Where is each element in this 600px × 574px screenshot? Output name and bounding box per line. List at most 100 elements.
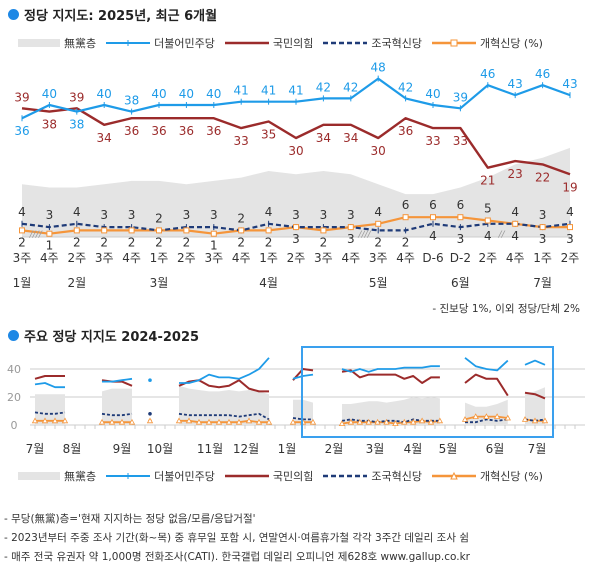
nonpartisan-area	[465, 399, 508, 425]
x-tick-label: 2주	[561, 251, 580, 265]
legend-rebuild: 조국혁신당	[371, 37, 422, 50]
y-tick-label: 20	[7, 391, 21, 404]
rebuild-line	[101, 412, 133, 417]
rebuild-data-label: 4	[484, 229, 492, 243]
reform-data-label: 2	[320, 235, 328, 249]
reform-point	[101, 227, 108, 234]
month-label: 7월	[533, 276, 552, 290]
reform-point	[430, 214, 436, 221]
month-label: 5월	[369, 276, 388, 290]
reform-point	[128, 418, 136, 425]
month-label: 3월	[150, 276, 169, 290]
reform-point	[410, 418, 417, 425]
rebuild-line	[178, 412, 270, 421]
reform-point	[73, 227, 80, 234]
rebuild-line	[34, 411, 66, 415]
rebuild-data-label: 2	[237, 211, 245, 225]
ppp-data-label: 38	[42, 118, 57, 132]
reform-point	[265, 227, 272, 234]
x-tick-label: D-6	[422, 251, 443, 265]
legend-bottom: 無黨층 더불어민주당 국민의힘 조국혁신당 개혁신당 (%)	[18, 468, 549, 484]
reform-data-label: 2	[100, 235, 108, 249]
reform-point	[457, 214, 464, 221]
legend-dp: 더불어민주당	[154, 470, 215, 483]
break-mark: ////	[29, 230, 43, 240]
ppp-line	[21, 107, 571, 176]
ppp-data-label: 35	[261, 128, 276, 142]
reform-point	[402, 214, 409, 221]
month-label: 3월	[366, 442, 385, 456]
reform-data-label: 3	[539, 232, 547, 246]
reform-point	[347, 418, 355, 425]
legend-nonpartisan: 無黨층	[64, 470, 97, 483]
x-tick-label: 2주	[67, 251, 86, 265]
reform-point	[427, 418, 435, 425]
reform-point	[541, 417, 549, 424]
month-label: 4월	[404, 442, 423, 456]
month-label: 2월	[67, 276, 86, 290]
ppp-data-label: 39	[14, 90, 29, 104]
reform-point	[245, 417, 253, 424]
x-tick-label: 1주	[150, 251, 169, 265]
ppp-data-label: 39	[69, 90, 84, 104]
x-tick-label: 4주	[232, 251, 251, 265]
reform-line-icon	[431, 39, 476, 47]
reform-point	[205, 418, 213, 425]
dp-line	[34, 382, 65, 389]
rebuild-data-label: 3	[347, 208, 355, 222]
month-label: 5월	[439, 442, 458, 456]
ppp-line	[34, 375, 65, 380]
month-label: 2월	[325, 442, 344, 456]
nonpartisan-swatch-icon	[18, 472, 60, 480]
dp-data-label: 41	[234, 84, 249, 98]
month-label: 1월	[13, 276, 32, 290]
footnote-2: - 2023년부터 주중 조사 기간(화~목) 중 휴무일 포함 시, 연말연시…	[4, 532, 470, 544]
reform-data-label: 1	[210, 239, 218, 253]
ppp-line	[524, 391, 546, 400]
rebuild-data-label: 4	[265, 205, 273, 219]
break-mark: ////	[357, 230, 371, 240]
ppp-data-label: 36	[206, 124, 221, 138]
x-tick-label: 1주	[259, 251, 278, 265]
rebuild-data-label: 2	[402, 235, 410, 249]
reform-point	[195, 418, 203, 425]
reform-line	[179, 419, 269, 424]
reform-point	[383, 418, 390, 425]
month-label: 10월	[147, 442, 173, 456]
reform-point	[128, 227, 135, 234]
x-tick-label: 2주	[287, 251, 306, 265]
y-tick-label: 40	[7, 363, 21, 376]
dp-point	[148, 378, 152, 383]
highlight-box	[301, 346, 554, 438]
rebuild-data-label: 3	[320, 208, 328, 222]
dp-data-label: 43	[562, 77, 577, 91]
legend-reform: 개혁신당 (%)	[479, 37, 543, 50]
reform-point	[356, 418, 363, 425]
bullet-dot-icon	[8, 9, 19, 20]
dp-line	[464, 357, 509, 372]
reform-point	[46, 230, 53, 237]
reform-data-label: 6	[429, 198, 437, 212]
reform-data-label: 3	[566, 232, 574, 246]
x-tick-label: 2주	[177, 251, 196, 265]
x-tick-label: 4주	[506, 251, 525, 265]
dp-line	[524, 359, 546, 366]
reform-point	[521, 416, 529, 422]
reform-point	[175, 417, 183, 424]
dp-data-label: 42	[316, 80, 331, 94]
nonpartisan-swatch-icon	[18, 39, 60, 47]
reform-point	[210, 230, 217, 237]
rebuild-data-label: 2	[155, 211, 163, 225]
reform-point	[108, 418, 116, 425]
footnote-3: - 매주 전국 유권자 약 1,000명 전화조사(CATI). 한국갤럽 데일…	[4, 551, 470, 563]
reform-line-icon	[431, 471, 476, 480]
reform-data-label: 3	[292, 232, 300, 246]
month-label: 6월	[486, 442, 505, 456]
dp-data-label: 39	[453, 90, 468, 104]
rebuild-data-label: 3	[457, 232, 465, 246]
rebuild-data-label: 2	[374, 235, 382, 249]
dp-data-label: 40	[206, 87, 221, 101]
reform-point	[118, 418, 126, 425]
legend-ppp: 국민의힘	[272, 470, 314, 483]
reform-point	[365, 418, 372, 425]
